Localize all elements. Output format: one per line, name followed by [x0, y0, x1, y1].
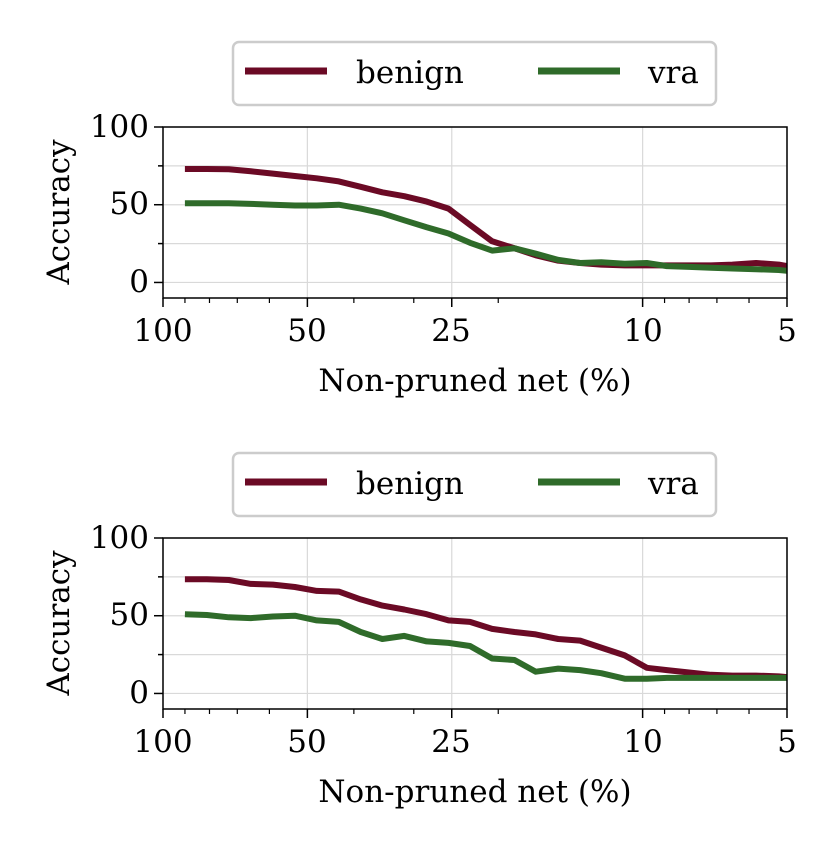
x-tick-label: 25: [431, 313, 470, 349]
x-tick-label: 50: [287, 313, 326, 349]
x-axis-label-2: Non-pruned net (%): [318, 774, 631, 810]
x-tick-label: 25: [431, 724, 470, 760]
legend-2-vra-label: vra: [647, 466, 699, 502]
x-tick-label: 10: [623, 313, 662, 349]
series-line-benign: [184, 576, 788, 681]
legend-1-benign-label: benign: [356, 55, 464, 91]
x-tick-label: 10: [623, 724, 662, 760]
x-tick-labels-2: 100 50 25 10 5: [133, 724, 796, 760]
x-axis-label-1: Non-pruned net (%): [318, 363, 631, 399]
y-axis-label-2: Accuracy: [41, 550, 77, 697]
grid-1: [162, 126, 788, 298]
x-tick-labels-1: 100 50 25 10 5: [133, 313, 796, 349]
chart-2: benign vra 100 50 25 10 5 0 50 100 Non-p…: [41, 451, 797, 810]
x-tick-label: 100: [133, 313, 192, 349]
y-tick-label: 0: [129, 264, 149, 300]
x-tick-label: 50: [287, 724, 326, 760]
legend-2-benign-label: benign: [356, 466, 464, 502]
series-1: [184, 166, 788, 274]
legend-2: benign vra: [231, 451, 718, 518]
legend-1: benign vra: [231, 40, 718, 107]
y-tick-label: 50: [110, 597, 149, 633]
y-tick-labels-1: 0 50 100: [90, 109, 149, 300]
y-tick-label: 100: [90, 520, 149, 556]
series-2: [184, 576, 788, 682]
series-line-vra: [184, 611, 787, 682]
x-tick-label: 100: [133, 724, 192, 760]
ticks-2: [154, 537, 788, 718]
plot-1-frame: [162, 126, 788, 299]
legend-1-vra-label: vra: [647, 55, 699, 91]
y-tick-label: 100: [90, 109, 149, 145]
x-tick-label: 5: [777, 724, 797, 760]
series-line-vra: [184, 200, 788, 274]
plot-2-frame: [162, 537, 788, 710]
y-tick-labels-2: 0 50 100: [90, 520, 149, 711]
y-axis-label-1: Accuracy: [41, 139, 77, 286]
y-tick-label: 0: [129, 675, 149, 711]
chart-1: benign vra 100 50 25 10 5 0 50 100 Non-p…: [41, 40, 797, 399]
y-tick-label: 50: [110, 186, 149, 222]
x-tick-label: 5: [777, 313, 797, 349]
ticks-1: [154, 126, 788, 307]
legend-1-frame: [231, 40, 718, 107]
legend-2-frame: [231, 451, 718, 518]
